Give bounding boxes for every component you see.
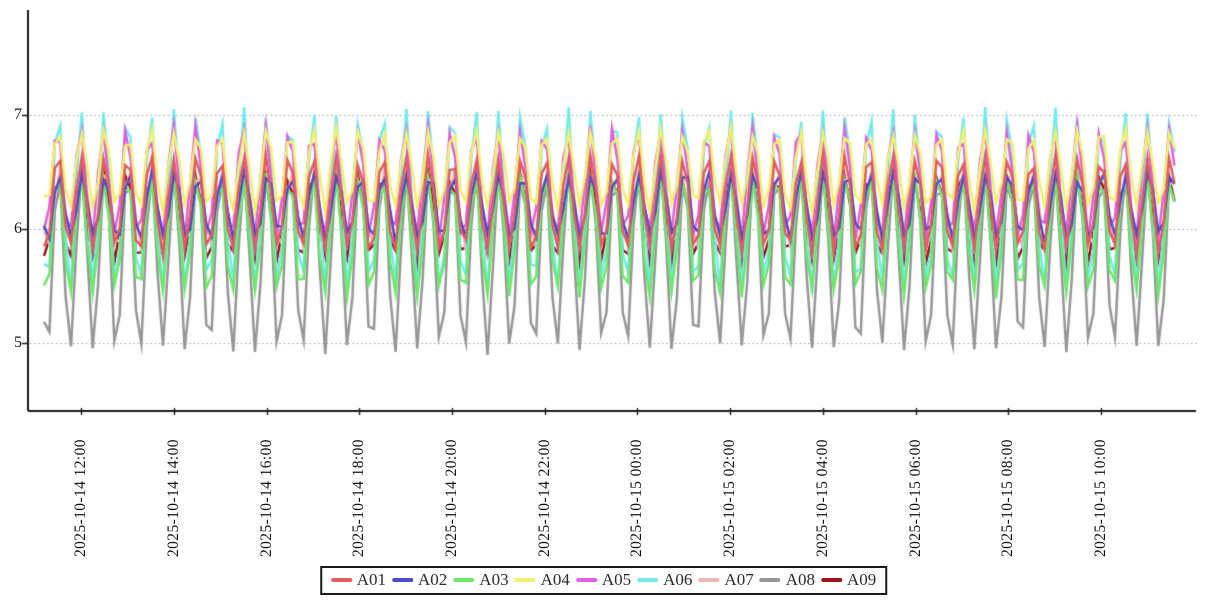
legend-swatch-icon: [820, 578, 842, 582]
legend-item: A05: [575, 570, 632, 590]
legend-label: A01: [356, 570, 387, 589]
legend-label: A05: [601, 570, 632, 589]
legend-swatch-icon: [759, 578, 781, 582]
legend-label: A04: [540, 570, 570, 589]
legend-swatch-icon: [698, 578, 720, 582]
x-tick-label: 2025-10-14 16:00: [257, 439, 275, 557]
legend-swatch-icon: [453, 578, 475, 582]
legend-swatch-icon: [575, 578, 597, 582]
legend-item: A01: [330, 570, 387, 590]
x-tick-label: 2025-10-15 08:00: [999, 439, 1017, 557]
legend-label: A08: [785, 570, 815, 589]
y-tick-label: 7: [14, 106, 22, 123]
x-tick-label: 2025-10-14 14:00: [164, 439, 182, 557]
legend-label: A06: [663, 570, 693, 589]
legend-item: A02: [392, 570, 447, 590]
legend-item: A06: [637, 570, 692, 590]
legend-item: A04: [514, 570, 570, 590]
x-tick-label: 2025-10-14 18:00: [350, 439, 368, 557]
x-tick-label: 2025-10-14 12:00: [72, 439, 90, 557]
legend-label: A03: [479, 570, 509, 589]
legend-label: A09: [846, 570, 877, 589]
x-tick-label: 2025-10-15 04:00: [813, 439, 831, 557]
legend-swatch-icon: [330, 578, 352, 582]
x-tick-label: 2025-10-15 00:00: [628, 439, 646, 557]
legend: A01 A02 A03 A04 A05 A06 A07 A08 A09: [319, 566, 888, 595]
legend-swatch-icon: [637, 578, 659, 582]
legend-item: A07: [698, 570, 754, 590]
y-tick-label: 5: [14, 334, 22, 351]
legend-item: A08: [759, 570, 815, 590]
legend-swatch-icon: [392, 578, 414, 582]
y-tick-label: 6: [14, 220, 22, 237]
legend-item: A09: [820, 570, 877, 590]
x-tick-label: 2025-10-14 20:00: [443, 439, 460, 557]
legend-item: A03: [453, 570, 509, 590]
x-tick-label: 2025-10-14 22:00: [535, 439, 553, 557]
x-tick-label: 2025-10-15 02:00: [721, 439, 739, 557]
legend-swatch-icon: [514, 578, 536, 582]
x-tick-label: 2025-10-15 06:00: [906, 439, 924, 557]
legend-label: A02: [418, 570, 448, 589]
legend-label: A07: [724, 570, 754, 589]
x-tick-label: 2025-10-15 10:00: [1092, 439, 1110, 557]
